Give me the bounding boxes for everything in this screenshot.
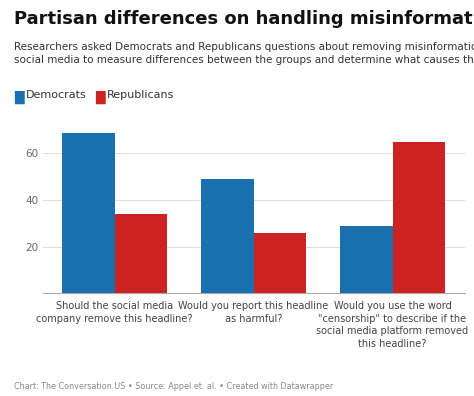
Text: Researchers asked Democrats and Republicans questions about removing misinformat: Researchers asked Democrats and Republic… <box>14 42 474 65</box>
Bar <box>392 142 446 293</box>
Bar <box>201 179 254 293</box>
Text: █: █ <box>95 90 104 103</box>
Text: █: █ <box>14 90 24 103</box>
Bar <box>62 133 115 293</box>
Text: Republicans: Republicans <box>107 90 174 100</box>
Text: Partisan differences on handling misinformation: Partisan differences on handling misinfo… <box>14 10 474 28</box>
Text: Democrats: Democrats <box>26 90 87 100</box>
Bar <box>115 214 167 293</box>
Bar <box>340 226 392 293</box>
Bar <box>254 232 306 293</box>
Text: Chart: The Conversation US • Source: Appel et. al. • Created with Datawrapper: Chart: The Conversation US • Source: App… <box>14 382 334 391</box>
